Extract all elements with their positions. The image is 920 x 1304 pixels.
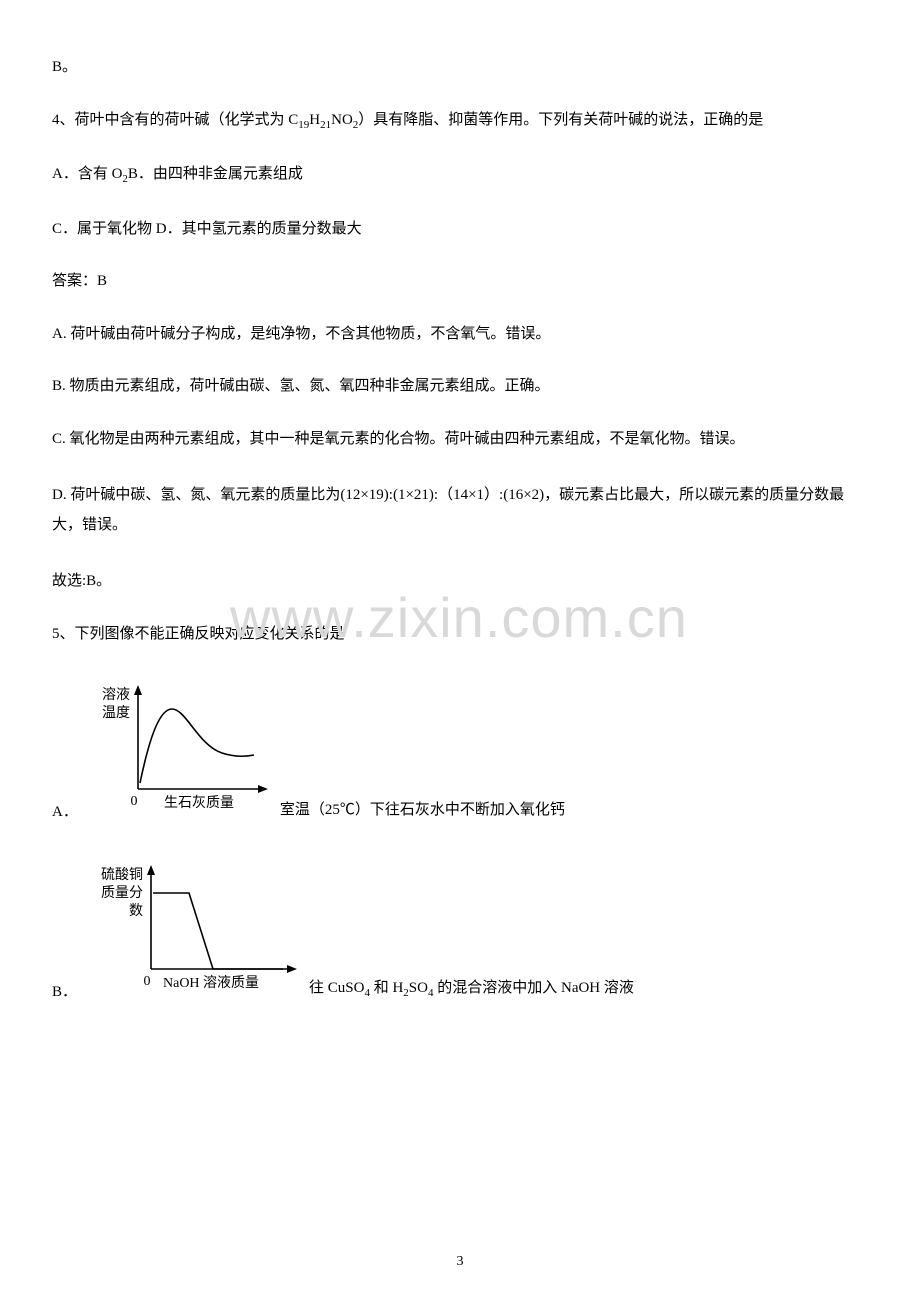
q4-mid2: NO xyxy=(331,112,353,128)
graph-b-ylabel-2: 质量分 xyxy=(101,885,143,901)
graph-a-ylabel-2: 温度 xyxy=(102,705,130,721)
q5-opta-caption: 室温（25℃）下往石灰水中不断加入氧化钙 xyxy=(280,799,565,826)
q4-conclusion: 故选:B。 xyxy=(52,570,868,593)
prev-answer-tail: B。 xyxy=(52,56,868,79)
page-number: 3 xyxy=(0,1254,920,1270)
q5-optb-label: B． xyxy=(52,981,77,1006)
graph-a-xlabel: 生石灰质量 xyxy=(164,795,234,811)
q5-opta-graph: 溶液 温度 0 生石灰质量 xyxy=(94,675,274,825)
optb-cap-d: 的混合溶液中加入 NaOH 溶液 xyxy=(433,980,633,996)
q5-optb-caption: 往 CuSO4 和 H2SO4 的混合溶液中加入 NaOH 溶液 xyxy=(309,977,634,1006)
graph-a-origin: 0 xyxy=(130,794,137,809)
q4-exp-d: D. 荷叶碱中碳、氢、氮、氧元素的质量比为(12×19):(1×21):（14×… xyxy=(52,480,868,540)
optb-cap-c: SO xyxy=(409,980,428,996)
q4-sub1: 19 xyxy=(298,119,309,131)
q4-exp-b: B. 物质由元素组成，荷叶碱由碳、氢、氮、氧四种非金属元素组成。正确。 xyxy=(52,375,868,398)
page-content: B。 4、荷叶中含有的荷叶碱（化学式为 C19H21NO2）具有降脂、抑菌等作用… xyxy=(0,0,920,1005)
graph-b-xlabel: NaOH 溶液质量 xyxy=(163,975,259,991)
q5-stem: 5、下列图像不能正确反映对应变化关系的是 xyxy=(52,623,868,646)
q4-mid1: H xyxy=(309,112,320,128)
q5-opta-label: A． xyxy=(52,801,78,826)
q4-stem: 4、荷叶中含有的荷叶碱（化学式为 C19H21NO2）具有降脂、抑菌等作用。下列… xyxy=(52,109,868,134)
q4-option-cd: C．属于氧化物 D．其中氢元素的质量分数最大 xyxy=(52,218,868,241)
q4-opta-b: B．由四种非金属元素组成 xyxy=(128,166,303,182)
q5-option-a-row: A． 溶液 温度 0 生石灰质量 室温（25℃）下往石灰水中不断加入氧化钙 xyxy=(52,675,868,825)
q4-exp-a: A. 荷叶碱由荷叶碱分子构成，是纯净物，不含其他物质，不含氧气。错误。 xyxy=(52,323,868,346)
q4-stem-b: ）具有降脂、抑菌等作用。下列有关荷叶碱的说法，正确的是 xyxy=(358,112,763,128)
graph-b-ylabel-1: 硫酸铜 xyxy=(101,867,143,883)
q5-option-b-row: B． 硫酸铜 质量分 数 0 NaOH 溶液质量 往 CuSO4 和 H2SO4… xyxy=(52,855,868,1005)
graph-b-origin: 0 xyxy=(144,974,151,989)
graph-a-ylabel-1: 溶液 xyxy=(102,687,130,703)
q4-opta-a: A．含有 O xyxy=(52,166,122,182)
q4-sub2: 21 xyxy=(320,119,331,131)
q4-option-ab: A．含有 O2B．由四种非金属元素组成 xyxy=(52,163,868,188)
q5-optb-graph: 硫酸铜 质量分 数 0 NaOH 溶液质量 xyxy=(93,855,303,1005)
q4-answer: 答案：B xyxy=(52,270,868,293)
optb-cap-b: 和 H xyxy=(370,980,403,996)
optb-cap-a: 往 CuSO xyxy=(309,980,364,996)
q4-stem-a: 4、荷叶中含有的荷叶碱（化学式为 C xyxy=(52,112,298,128)
graph-b-ylabel-3: 数 xyxy=(129,903,143,919)
q4-exp-c: C. 氧化物是由两种元素组成，其中一种是氧元素的化合物。荷叶碱由四种元素组成，不… xyxy=(52,428,868,451)
